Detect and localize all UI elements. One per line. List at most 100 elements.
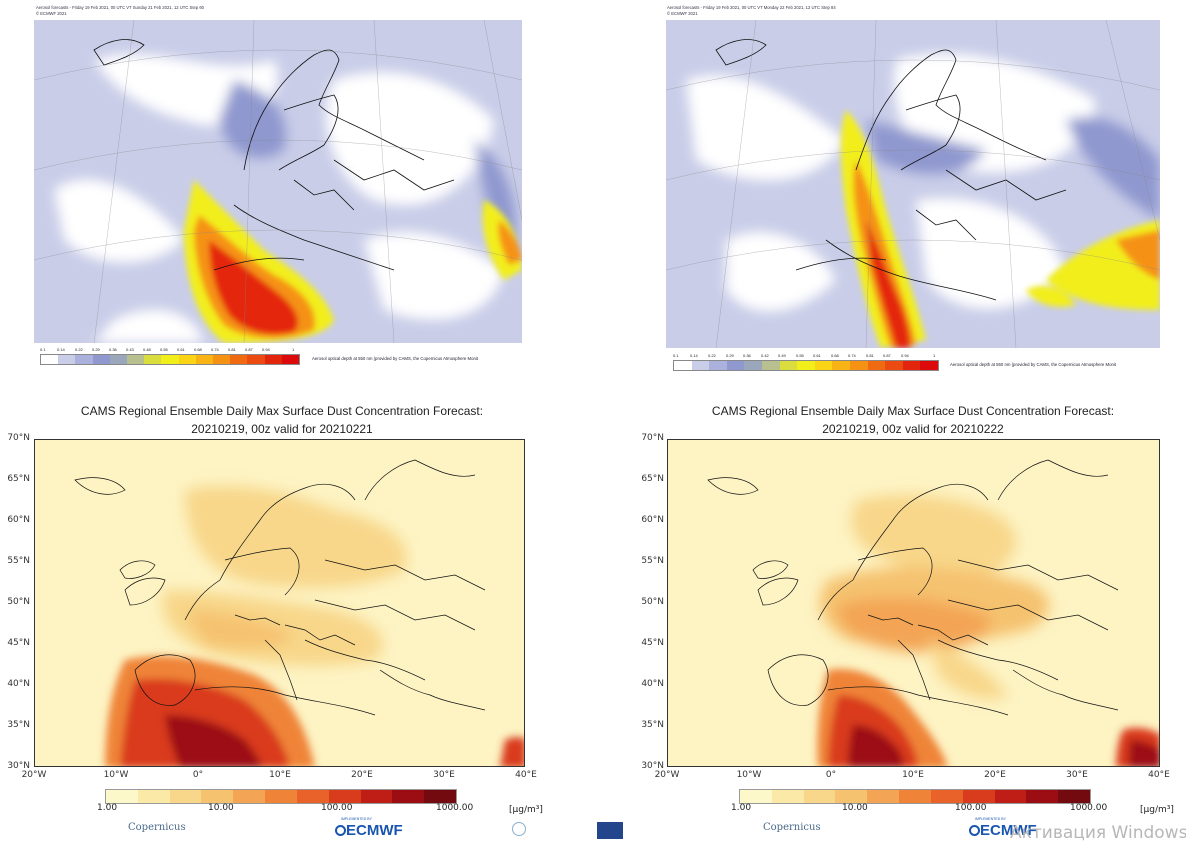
dust-left-unit: [µg/m³] bbox=[509, 805, 543, 815]
lon-label: 30°E bbox=[1066, 770, 1088, 780]
dust-right-colorbar bbox=[739, 789, 1091, 804]
lon-label: 40°E bbox=[1148, 770, 1170, 780]
ecmwf-text: ECMWF bbox=[980, 822, 1037, 839]
dust-left-colorbar bbox=[105, 789, 457, 804]
aod-tick: 0.74 bbox=[848, 353, 856, 358]
aod-tick: 0.43 bbox=[126, 347, 134, 352]
dust-right-title: CAMS Regional Ensemble Daily Max Surface… bbox=[711, 404, 1115, 418]
lat-label: 70°N bbox=[7, 433, 30, 443]
lat-label: 40°N bbox=[7, 679, 30, 689]
aod-right-copyright: © ECMWF 2021 bbox=[667, 11, 698, 16]
aod-tick: 0.48 bbox=[143, 347, 151, 352]
windows-activation-watermark: Активация Windows bbox=[1010, 823, 1186, 843]
aod-tick: 0.68 bbox=[194, 347, 202, 352]
aod-tick: 0.1 bbox=[673, 353, 679, 358]
copernicus-logo-right: Copernicus bbox=[763, 822, 821, 833]
dust-left-colorbar-tick: 1000.00 bbox=[436, 803, 474, 813]
dust-right-subtitle: 20210219, 00z valid for 20210222 bbox=[822, 422, 1004, 436]
ecmwf-icon bbox=[335, 825, 346, 836]
dust-right-colorbar-tick: 10.00 bbox=[842, 803, 868, 813]
lon-label: 10°E bbox=[269, 770, 291, 780]
dust-right-colorbar-tick: 100.00 bbox=[955, 803, 987, 813]
lat-label: 50°N bbox=[7, 597, 30, 607]
aod-left-colorbar-ticks: 0.1 0.14 0.22 0.29 0.36 0.43 0.48 0.55 0… bbox=[40, 347, 300, 353]
aod-left-colorbar-label: Aerosol optical depth at 550 nm (provide… bbox=[312, 356, 478, 361]
ecmwf-logo-right: ECMWF bbox=[969, 822, 1037, 839]
lon-label: 20°W bbox=[21, 770, 47, 780]
ecmwf-logo-left: ECMWF bbox=[335, 822, 403, 839]
dust-left-subtitle: 20210219, 00z valid for 20210221 bbox=[191, 422, 373, 436]
lon-label: 0° bbox=[825, 770, 837, 780]
aod-tick: 0.29 bbox=[92, 347, 100, 352]
aod-tick: 1 bbox=[292, 347, 295, 352]
dust-right-unit: [µg/m³] bbox=[1140, 805, 1174, 815]
aod-tick: 0.14 bbox=[57, 347, 65, 352]
aod-tick: 0.94 bbox=[262, 347, 270, 352]
aod-tick: 0.87 bbox=[883, 353, 891, 358]
aod-right-header: Aerosol forecasts - Friday 19 Feb 2021, … bbox=[667, 5, 836, 10]
ecmwf-text: ECMWF bbox=[346, 822, 403, 839]
lat-label: 55°N bbox=[7, 556, 30, 566]
dust-right-colorbar-tick: 1.00 bbox=[731, 803, 752, 813]
eu-flag-icon bbox=[597, 822, 623, 839]
aod-tick: 0.29 bbox=[726, 353, 734, 358]
aod-left-header: Aerosol forecasts - Friday 19 Feb 2021, … bbox=[36, 5, 204, 10]
ecmwf-sub-left: IMPLEMENTED BY bbox=[341, 817, 372, 821]
lon-label: 0° bbox=[192, 770, 204, 780]
lon-label: 20°W bbox=[654, 770, 680, 780]
aod-tick: 1 bbox=[933, 353, 936, 358]
aod-left-map bbox=[34, 20, 522, 343]
dust-right-map bbox=[667, 439, 1160, 767]
aod-tick: 0.61 bbox=[813, 353, 821, 358]
lat-label: 65°N bbox=[641, 474, 664, 484]
lon-label: 20°E bbox=[351, 770, 373, 780]
aod-left-copyright: © ECMWF 2021 bbox=[36, 11, 67, 16]
dust-right-lat-axis: 70°N 65°N 60°N 55°N 50°N 45°N 40°N 35°N … bbox=[636, 433, 666, 773]
lat-label: 30°N bbox=[7, 761, 30, 771]
lon-label: 10°E bbox=[902, 770, 924, 780]
aod-tick: 0.81 bbox=[228, 347, 236, 352]
aod-right-map bbox=[666, 20, 1160, 348]
aod-tick: 0.74 bbox=[211, 347, 219, 352]
aod-tick: 0.22 bbox=[708, 353, 716, 358]
lat-label: 45°N bbox=[7, 638, 30, 648]
lon-label: 40°E bbox=[515, 770, 537, 780]
dust-left-map bbox=[34, 439, 525, 767]
aod-tick: 0.42 bbox=[761, 353, 769, 358]
lon-label: 30°E bbox=[433, 770, 455, 780]
ecmwf-icon bbox=[969, 825, 980, 836]
dust-right-lon-axis: 20°W 10°W 0° 10°E 20°E 30°E 40°E bbox=[649, 770, 1181, 782]
aod-right-colorbar-label: Aerosol optical depth at 550 nm (provide… bbox=[950, 362, 1116, 367]
aod-tick: 0.22 bbox=[75, 347, 83, 352]
aod-right-colorbar-ticks: 0.1 0.14 0.22 0.29 0.36 0.42 0.49 0.55 0… bbox=[673, 353, 939, 359]
aod-right-colorbar bbox=[673, 360, 939, 371]
lat-label: 55°N bbox=[641, 556, 664, 566]
aod-tick: 0.61 bbox=[177, 347, 185, 352]
lat-label: 60°N bbox=[641, 515, 664, 525]
aod-tick: 0.68 bbox=[831, 353, 839, 358]
dust-left-colorbar-tick: 1.00 bbox=[97, 803, 118, 813]
lat-label: 60°N bbox=[7, 515, 30, 525]
lat-label: 65°N bbox=[7, 474, 30, 484]
dust-left-colorbar-tick: 10.00 bbox=[208, 803, 234, 813]
aod-left-colorbar bbox=[40, 354, 300, 365]
aod-tick: 0.81 bbox=[866, 353, 874, 358]
lon-label: 20°E bbox=[984, 770, 1006, 780]
dust-left-lat-axis: 70°N 65°N 60°N 55°N 50°N 45°N 40°N 35°N … bbox=[2, 433, 32, 773]
partner-logo-icon bbox=[512, 822, 526, 836]
aod-tick: 0.55 bbox=[160, 347, 168, 352]
aod-tick: 0.1 bbox=[40, 347, 46, 352]
lat-label: 40°N bbox=[641, 679, 664, 689]
aod-tick: 0.36 bbox=[743, 353, 751, 358]
dust-right-colorbar-tick: 1000.00 bbox=[1070, 803, 1108, 813]
lat-label: 50°N bbox=[641, 597, 664, 607]
dust-left-colorbar-tick: 100.00 bbox=[321, 803, 353, 813]
lat-label: 35°N bbox=[641, 720, 664, 730]
lon-label: 10°W bbox=[103, 770, 129, 780]
lat-label: 45°N bbox=[641, 638, 664, 648]
dust-left-lon-axis: 20°W 10°W 0° 10°E 20°E 30°E 40°E bbox=[16, 770, 546, 782]
copernicus-logo-left: Copernicus bbox=[128, 822, 186, 833]
ecmwf-sub-right: IMPLEMENTED BY bbox=[975, 817, 1006, 821]
aod-tick: 0.49 bbox=[778, 353, 786, 358]
lat-label: 35°N bbox=[7, 720, 30, 730]
